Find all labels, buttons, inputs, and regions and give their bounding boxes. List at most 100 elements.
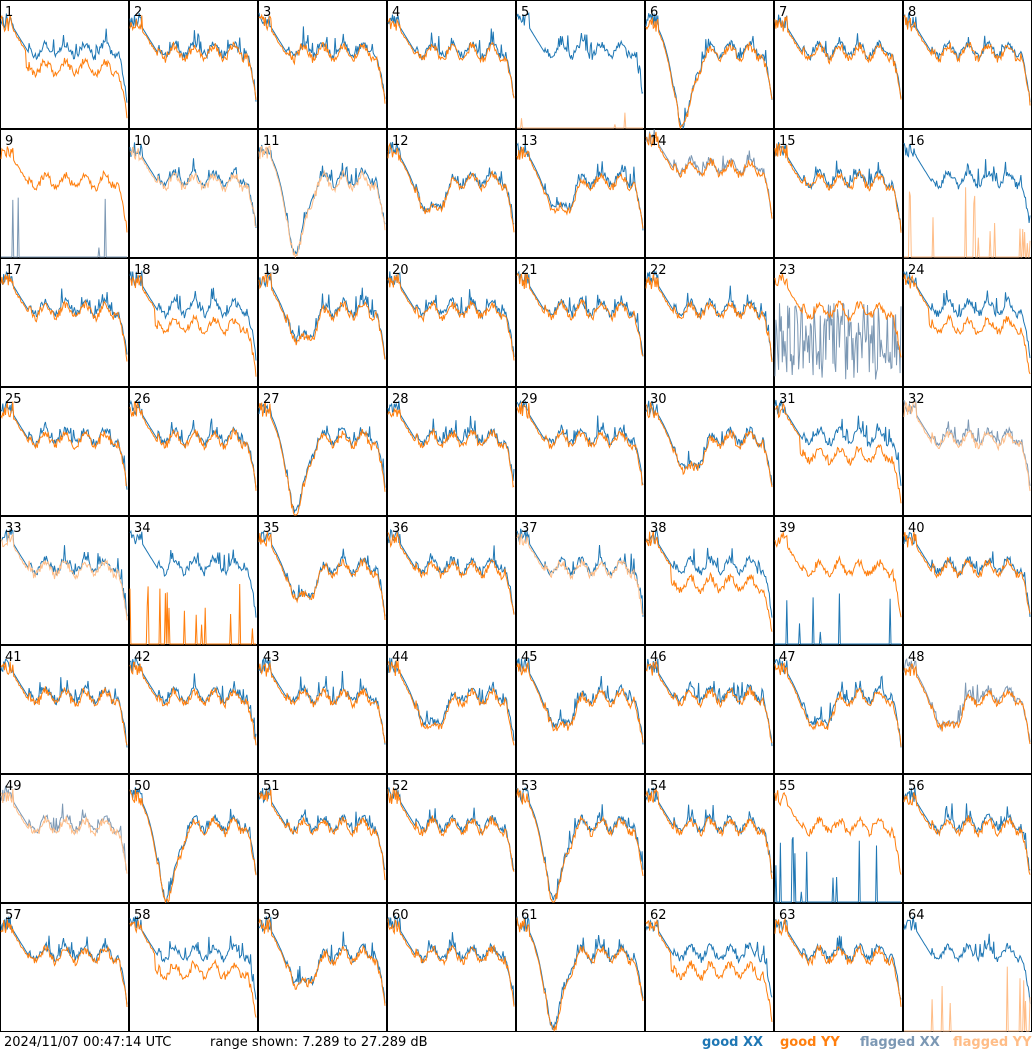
panel-40: 40 bbox=[903, 516, 1032, 645]
panel-24: 24 bbox=[903, 258, 1032, 387]
panel-label: 55 bbox=[779, 779, 796, 794]
series-yy bbox=[645, 788, 773, 880]
series-yy bbox=[129, 583, 256, 645]
panel-frame bbox=[645, 129, 774, 258]
panel-36: 36 bbox=[387, 516, 516, 645]
panel-58: 58 bbox=[129, 903, 258, 1032]
panel-label: 28 bbox=[392, 392, 409, 407]
panel-frame bbox=[0, 903, 129, 1032]
panel-label: 56 bbox=[908, 779, 925, 794]
series-xx bbox=[774, 837, 901, 903]
series-yy bbox=[904, 187, 1031, 258]
panel-28: 28 bbox=[387, 387, 516, 516]
series-yy bbox=[387, 532, 515, 615]
panel-frame bbox=[516, 387, 645, 516]
series-xx bbox=[0, 916, 128, 1005]
series-xx bbox=[129, 12, 257, 102]
series-yy bbox=[774, 917, 902, 1007]
panel-19: 19 bbox=[258, 258, 387, 387]
timestamp: 2024/11/07 00:47:14 UTC bbox=[4, 1035, 172, 1050]
series-yy bbox=[645, 661, 773, 744]
panel-frame bbox=[903, 774, 1032, 903]
panel-label: 6 bbox=[650, 5, 658, 20]
series-yy bbox=[904, 966, 1031, 1032]
panel-39: 39 bbox=[774, 516, 903, 645]
panel-label: 47 bbox=[779, 650, 796, 665]
panel-label: 33 bbox=[5, 521, 22, 536]
panel-29: 29 bbox=[516, 387, 645, 516]
panel-label: 62 bbox=[650, 908, 667, 923]
panel-label: 44 bbox=[392, 650, 409, 665]
series-yy bbox=[516, 917, 644, 1032]
panel-33: 33 bbox=[0, 516, 129, 645]
panel-frame bbox=[0, 774, 129, 903]
series-xx bbox=[1, 197, 127, 258]
panel-label: 25 bbox=[5, 392, 22, 407]
series-yy bbox=[387, 918, 515, 1007]
series-yy bbox=[0, 531, 128, 621]
panel-frame bbox=[645, 0, 774, 129]
series-yy bbox=[774, 16, 902, 100]
panel-frame bbox=[387, 0, 516, 129]
series-xx bbox=[645, 918, 773, 998]
panel-63: 63 bbox=[774, 903, 903, 1032]
panel-label: 60 bbox=[392, 908, 409, 923]
panel-frame bbox=[387, 129, 516, 258]
panel-frame bbox=[387, 774, 516, 903]
series-yy bbox=[129, 920, 257, 1018]
series-xx bbox=[645, 787, 773, 873]
series-yy bbox=[903, 663, 1031, 745]
panel-49: 49 bbox=[0, 774, 129, 903]
series-xx bbox=[774, 302, 902, 380]
legend-good-yy: good YY bbox=[780, 1035, 840, 1050]
series-yy bbox=[774, 532, 902, 618]
panel-37: 37 bbox=[516, 516, 645, 645]
series-xx bbox=[774, 142, 902, 232]
panel-11: 11 bbox=[258, 129, 387, 259]
panel-label: 41 bbox=[5, 650, 22, 665]
series-xx bbox=[387, 271, 515, 358]
series-xx bbox=[645, 129, 773, 214]
panel-27: 27 bbox=[258, 387, 387, 516]
series-xx bbox=[516, 12, 644, 94]
panel-frame bbox=[0, 645, 129, 774]
series-yy bbox=[258, 145, 386, 259]
panel-frame bbox=[516, 0, 645, 129]
legend-flagged-xx: flagged XX bbox=[860, 1035, 940, 1050]
panel-frame bbox=[774, 0, 903, 129]
panel-18: 18 bbox=[129, 258, 258, 387]
panel-label: 2 bbox=[134, 5, 142, 20]
panel-frame bbox=[0, 258, 129, 387]
panel-frame bbox=[516, 516, 645, 645]
series-yy bbox=[388, 660, 515, 746]
series-xx bbox=[645, 658, 773, 747]
panel-frame bbox=[258, 516, 387, 645]
series-xx bbox=[258, 144, 386, 255]
panel-35: 35 bbox=[258, 516, 387, 645]
panel-frame bbox=[258, 258, 387, 387]
series-yy bbox=[387, 142, 515, 233]
series-xx bbox=[903, 787, 1031, 871]
panel-17: 17 bbox=[0, 258, 129, 387]
series-xx bbox=[258, 270, 386, 360]
panel-label: 29 bbox=[521, 392, 538, 407]
panel-label: 40 bbox=[908, 521, 925, 536]
panel-label: 36 bbox=[392, 521, 409, 536]
panel-label: 18 bbox=[134, 263, 151, 278]
panel-26: 26 bbox=[129, 387, 258, 516]
series-yy bbox=[645, 131, 773, 219]
series-xx bbox=[387, 787, 515, 871]
series-xx bbox=[129, 270, 257, 361]
panel-label: 4 bbox=[392, 5, 400, 20]
panel-frame bbox=[129, 774, 258, 903]
panel-2: 2 bbox=[129, 0, 258, 129]
series-xx bbox=[0, 785, 128, 871]
panel-frame bbox=[903, 0, 1032, 129]
series-yy bbox=[774, 401, 902, 504]
panel-23: 23 bbox=[774, 258, 903, 387]
panel-6: 6 bbox=[645, 0, 774, 130]
panel-frame bbox=[774, 645, 903, 774]
panel-frame bbox=[903, 903, 1032, 1032]
panel-frame bbox=[516, 258, 645, 387]
